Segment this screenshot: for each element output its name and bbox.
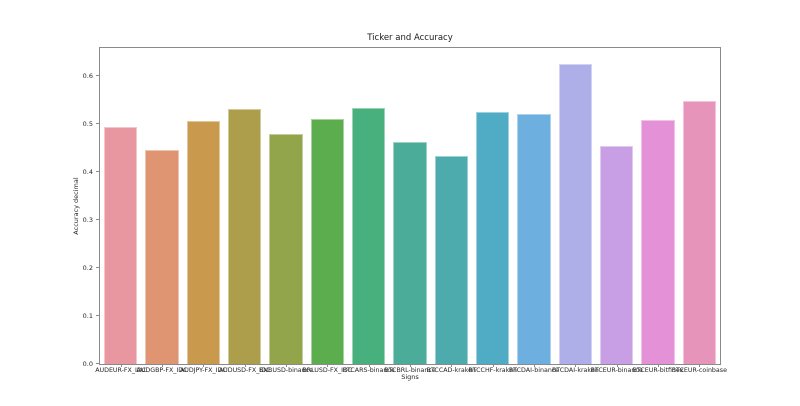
x-tick-mark <box>368 364 370 367</box>
y-tick-label: 0.3 <box>82 215 93 224</box>
x-tick-label: BTCEUR-bitfinex <box>632 367 684 374</box>
y-tick-label: 0.1 <box>82 311 93 320</box>
bar <box>641 120 675 364</box>
bar <box>600 145 634 364</box>
x-tick-label: BRLUSD-FX_IDC <box>302 367 353 374</box>
y-tick-mark <box>96 170 100 172</box>
y-tick-label: 0.5 <box>82 119 93 128</box>
x-tick-label: BTCBRL-binance <box>384 367 436 374</box>
y-tick-label: 0.2 <box>82 263 93 272</box>
bar <box>186 121 220 364</box>
bar <box>476 111 510 364</box>
x-tick-mark <box>327 364 329 367</box>
x-axis-label: Signs <box>401 373 419 381</box>
x-tick-label: BTCDAI-binance <box>508 367 560 374</box>
y-tick-mark <box>96 363 100 364</box>
chart-title: Ticker and Accuracy <box>367 33 453 43</box>
bar <box>269 133 303 364</box>
y-tick-label: 0.4 <box>82 167 93 176</box>
bar <box>145 150 179 364</box>
x-tick-mark <box>162 364 163 367</box>
x-tick-mark <box>534 364 535 367</box>
x-tick-mark <box>658 364 659 367</box>
bar <box>517 114 551 364</box>
x-tick-label: AUDUSD-FX_IDC <box>218 367 271 374</box>
x-tick-mark <box>286 364 287 367</box>
x-tick-label: AUDEUR-FX_IDC <box>95 367 147 374</box>
x-tick-label: BTCARS-binance <box>342 367 395 374</box>
y-tick-mark <box>96 266 100 268</box>
x-tick-label: BTCCHF-kraken <box>468 367 517 374</box>
y-tick-mark <box>96 218 100 220</box>
plot-area: AUDEUR-FX_IDC AUDGBP-FX_IDC AUDJPY-FX_IDC A… <box>83 47 727 374</box>
x-tick-mark <box>120 364 122 367</box>
x-tick-mark <box>244 364 246 367</box>
y-tick-mark <box>96 122 100 124</box>
x-tick-mark <box>492 364 494 367</box>
bar <box>310 119 344 364</box>
bar <box>393 141 427 364</box>
x-tick-label: AUDGBP-FX_IDC <box>136 367 188 374</box>
x-tick-mark <box>575 364 577 367</box>
x-tick-label: BNBUSD-binance <box>258 367 314 374</box>
y-tick-mark <box>96 314 100 316</box>
y-tick-label: 0.6 <box>82 71 93 80</box>
y-tick-label: 0.0 <box>82 360 93 368</box>
x-tick-label: BTCDAI-kraken <box>551 367 599 374</box>
x-tick-label: BTCCAD-kraken <box>426 367 477 374</box>
bar <box>558 63 592 364</box>
y-axis-label: Accuracy decimal <box>72 177 80 235</box>
x-tick-mark <box>451 364 453 367</box>
x-tick-label: BTCEUR-binance <box>590 367 643 374</box>
bar <box>434 156 468 364</box>
x-tick-mark <box>699 364 701 367</box>
bar <box>682 100 716 364</box>
bar <box>352 108 386 364</box>
x-tick-mark <box>203 364 205 367</box>
x-tick-mark <box>616 364 618 367</box>
y-tick-mark <box>96 74 100 76</box>
bar <box>104 127 138 364</box>
bar <box>228 109 262 364</box>
x-tick-mark <box>410 364 411 367</box>
x-tick-label: AUDJPY-FX_IDC <box>179 367 227 374</box>
x-tick-label: BTCEUR-coinbase <box>671 367 727 374</box>
